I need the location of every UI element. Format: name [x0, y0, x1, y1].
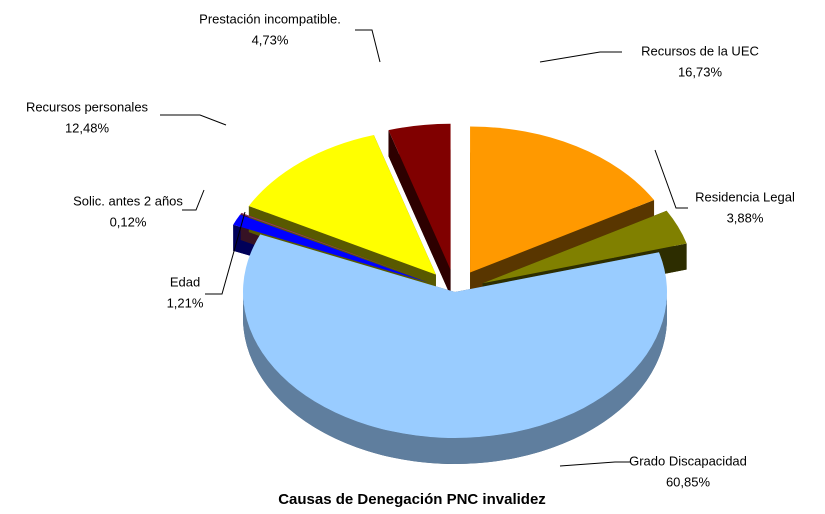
- leader-line: [160, 114, 227, 126]
- leader-line: [559, 461, 630, 467]
- slice: [243, 234, 668, 438]
- slice: [482, 210, 687, 284]
- leader-line: [539, 51, 622, 63]
- slice: [470, 126, 655, 273]
- leader-lines: [160, 29, 688, 467]
- labels: Recursos de la UEC 16,73% Residencia Legal…: [26, 11, 795, 489]
- leader-line: [355, 29, 381, 63]
- slice: [233, 214, 428, 283]
- leader-line: [205, 211, 246, 295]
- leader-line: [182, 189, 205, 211]
- slice-wall: [388, 130, 451, 296]
- slice-label: Prestación incompatible.: [199, 11, 341, 26]
- slice: [388, 123, 451, 270]
- slice-value-label: 60,85%: [666, 474, 711, 489]
- slice-label: Recursos de la UEC: [641, 43, 759, 58]
- slice-label: Solic. antes 2 años: [73, 193, 183, 208]
- slice-label: Recursos personales: [26, 99, 149, 114]
- slice-value-label: 3,88%: [727, 210, 764, 225]
- slice-side: [243, 292, 667, 464]
- slice-value-label: 0,12%: [110, 214, 147, 229]
- slice-label: Residencia Legal: [695, 189, 795, 204]
- slice-label: Grado Discapacidad: [629, 453, 747, 468]
- slice-value-label: 16,73%: [678, 64, 723, 79]
- leader-line: [654, 149, 688, 209]
- pie: [233, 123, 687, 464]
- slice-value-label: 1,21%: [167, 295, 204, 310]
- slice-label: Edad: [170, 274, 200, 289]
- slice: [240, 212, 429, 282]
- slice-value-label: 4,73%: [252, 32, 289, 47]
- slice: [248, 135, 436, 275]
- slice-value-label: 12,48%: [65, 120, 110, 135]
- chart-title: Causas de Denegación PNC invalidez: [278, 491, 546, 508]
